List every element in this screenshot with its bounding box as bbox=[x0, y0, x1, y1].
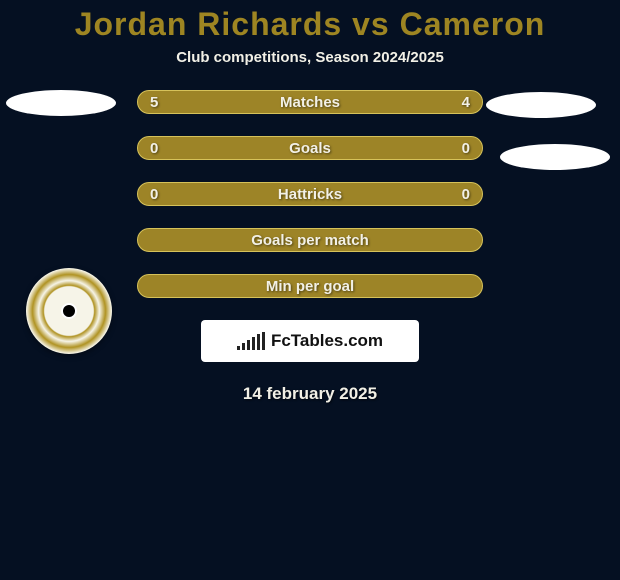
stat-left-value: 0 bbox=[150, 186, 170, 203]
stat-left-value: 5 bbox=[150, 94, 170, 111]
stat-left-value: 0 bbox=[150, 140, 170, 157]
attribution-badge: FcTables.com bbox=[201, 320, 419, 362]
stat-label: Matches bbox=[170, 94, 450, 111]
stats-area: 5 Matches 4 0 Goals 0 0 Hattricks 0 Goal… bbox=[0, 90, 620, 298]
stat-row: 0 Goals 0 bbox=[137, 136, 483, 160]
player-right-ellipse-1 bbox=[486, 92, 596, 118]
page-title: Jordan Richards vs Cameron bbox=[0, 0, 620, 43]
stat-right-value: 0 bbox=[450, 140, 470, 157]
attribution-logo-icon bbox=[237, 332, 265, 350]
stat-right-value: 4 bbox=[450, 94, 470, 111]
stat-right-value: 0 bbox=[450, 186, 470, 203]
stat-row: 0 Hattricks 0 bbox=[137, 182, 483, 206]
player-right-ellipse-2 bbox=[500, 144, 610, 170]
stat-row: 5 Matches 4 bbox=[137, 90, 483, 114]
stat-label: Min per goal bbox=[170, 278, 450, 295]
subtitle: Club competitions, Season 2024/2025 bbox=[0, 49, 620, 66]
stat-label: Goals bbox=[170, 140, 450, 157]
stat-row: Min per goal bbox=[137, 274, 483, 298]
footer-date: 14 february 2025 bbox=[0, 384, 620, 404]
attribution-text: FcTables.com bbox=[271, 331, 383, 351]
stat-row: Goals per match bbox=[137, 228, 483, 252]
player-left-ellipse bbox=[6, 90, 116, 116]
stat-label: Hattricks bbox=[170, 186, 450, 203]
stat-label: Goals per match bbox=[170, 232, 450, 249]
club-crest-icon bbox=[26, 268, 112, 354]
